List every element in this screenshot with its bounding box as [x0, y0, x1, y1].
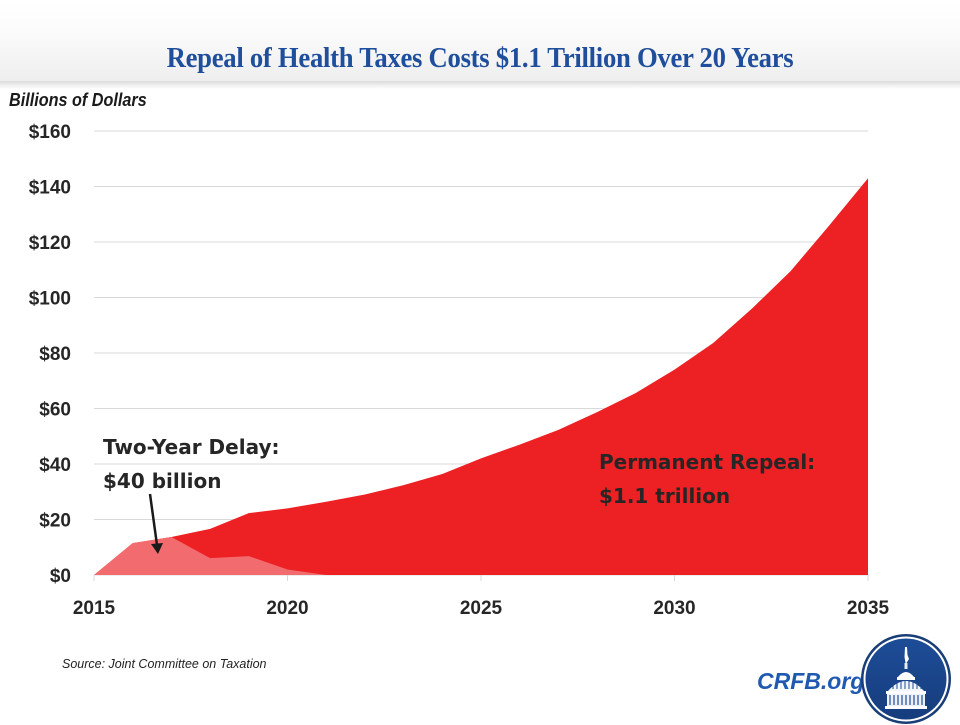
delay-arrow-shaft [148, 493, 159, 546]
area-two-year-delay [94, 537, 868, 575]
annotations: Two-Year Delay: $40 billion Permanent Re… [103, 435, 815, 554]
x-tick-label: 2015 [73, 598, 116, 619]
permanent-annotation-line1: Permanent Repeal: [599, 450, 815, 474]
y-tick-label: $20 [39, 511, 71, 532]
y-axis-label: Billions of Dollars [9, 90, 147, 110]
y-tick-label: $140 [29, 178, 71, 199]
y-tick-label: $100 [29, 289, 71, 310]
chart-title: Repeal of Health Taxes Costs $1.1 Trilli… [166, 42, 794, 74]
x-tick-label: 2025 [460, 598, 503, 619]
y-tick-label: $40 [39, 455, 71, 476]
x-axis-tick-labels: 2015 2020 2025 2030 2035 [73, 598, 890, 619]
area-series [94, 178, 868, 575]
x-tick-label: 2020 [266, 598, 308, 619]
delay-annotation-line1: Two-Year Delay: [103, 435, 280, 459]
delay-annotation-line2: $40 billion [103, 469, 221, 493]
y-tick-label: $80 [39, 344, 71, 365]
x-axis-ticks [93, 575, 869, 581]
permanent-annotation-line2: $1.1 trillion [599, 484, 730, 508]
capitol-dome-logo-icon [861, 634, 951, 724]
y-tick-label: $120 [29, 233, 71, 254]
brand-link[interactable]: CRFB.org [757, 668, 865, 694]
y-tick-label: $160 [29, 122, 71, 143]
source-note: Source: Joint Committee on Taxation [62, 657, 267, 671]
delay-arrow-head-icon [151, 543, 163, 554]
y-axis-tick-labels: $0 $20 $40 $60 $80 $100 $120 $140 $160 [29, 122, 71, 587]
y-tick-label: $60 [39, 400, 71, 421]
area-permanent-repeal [94, 178, 868, 575]
header-shadow [0, 81, 960, 89]
x-tick-label: 2035 [847, 598, 890, 619]
y-tick-label: $0 [50, 566, 71, 587]
x-tick-label: 2030 [653, 598, 695, 619]
header-bar [0, 0, 960, 81]
